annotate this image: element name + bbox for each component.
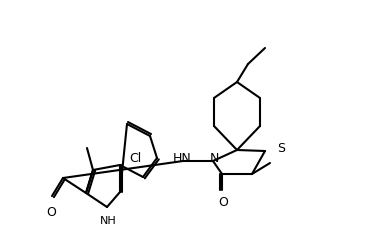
- Text: N: N: [209, 152, 219, 165]
- Text: O: O: [46, 206, 56, 219]
- Text: NH: NH: [100, 216, 116, 226]
- Text: O: O: [218, 196, 228, 209]
- Text: S: S: [277, 142, 285, 155]
- Text: Cl: Cl: [129, 152, 141, 165]
- Text: HN: HN: [173, 152, 191, 165]
